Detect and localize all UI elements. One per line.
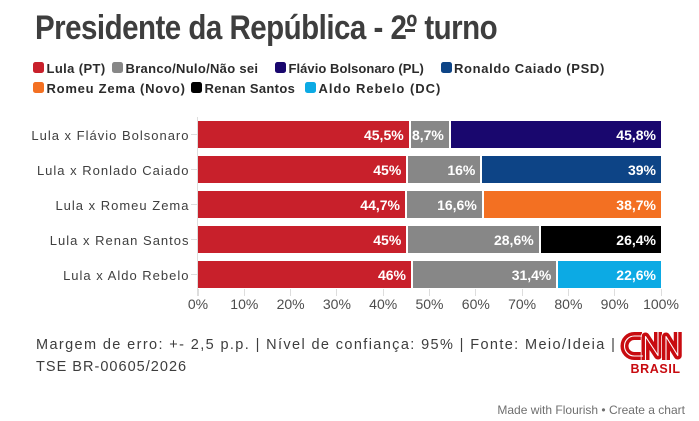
svg-text:BRASIL: BRASIL [631, 362, 681, 375]
